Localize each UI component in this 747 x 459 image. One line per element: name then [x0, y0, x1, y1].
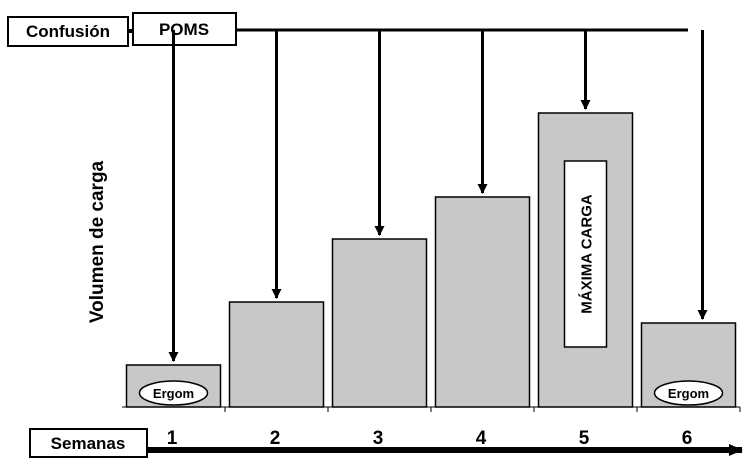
ticks-layer: [224, 407, 741, 412]
confusion-box: Confusión: [7, 16, 129, 47]
bar-week-3: [331, 238, 428, 408]
ergom-label-1: Ergom: [153, 386, 194, 401]
bar-week-2: [228, 301, 325, 408]
ergom-label-6: Ergom: [668, 386, 709, 401]
bar-week-4: [434, 196, 531, 408]
y-axis-label: Volumen de carga: [87, 160, 108, 323]
week-label-6: 6: [682, 428, 693, 449]
poms-label: POMS: [159, 20, 209, 39]
week-label-3: 3: [373, 428, 384, 449]
week-labels-layer: 1 2 3 4 5 6: [167, 428, 693, 449]
week-label-5: 5: [579, 428, 590, 449]
poms-box: POMS: [132, 12, 237, 46]
ergom-ellipse-6: [653, 380, 724, 406]
weeks-label: Semanas: [51, 434, 126, 453]
week-label-1: 1: [167, 428, 178, 449]
confusion-label: Confusión: [26, 22, 110, 41]
ergom-ellipse-1: [138, 380, 209, 406]
weeks-box: Semanas: [29, 428, 148, 458]
arrows-layer: [168, 30, 708, 362]
max-load-label: MÁXIMA CARGA: [579, 194, 596, 314]
max-load-box: [563, 160, 608, 348]
bars-layer: Ergom MÁXIMA CARGA Ergom: [125, 112, 737, 408]
week-label-2: 2: [270, 428, 281, 449]
week-label-4: 4: [476, 428, 487, 449]
